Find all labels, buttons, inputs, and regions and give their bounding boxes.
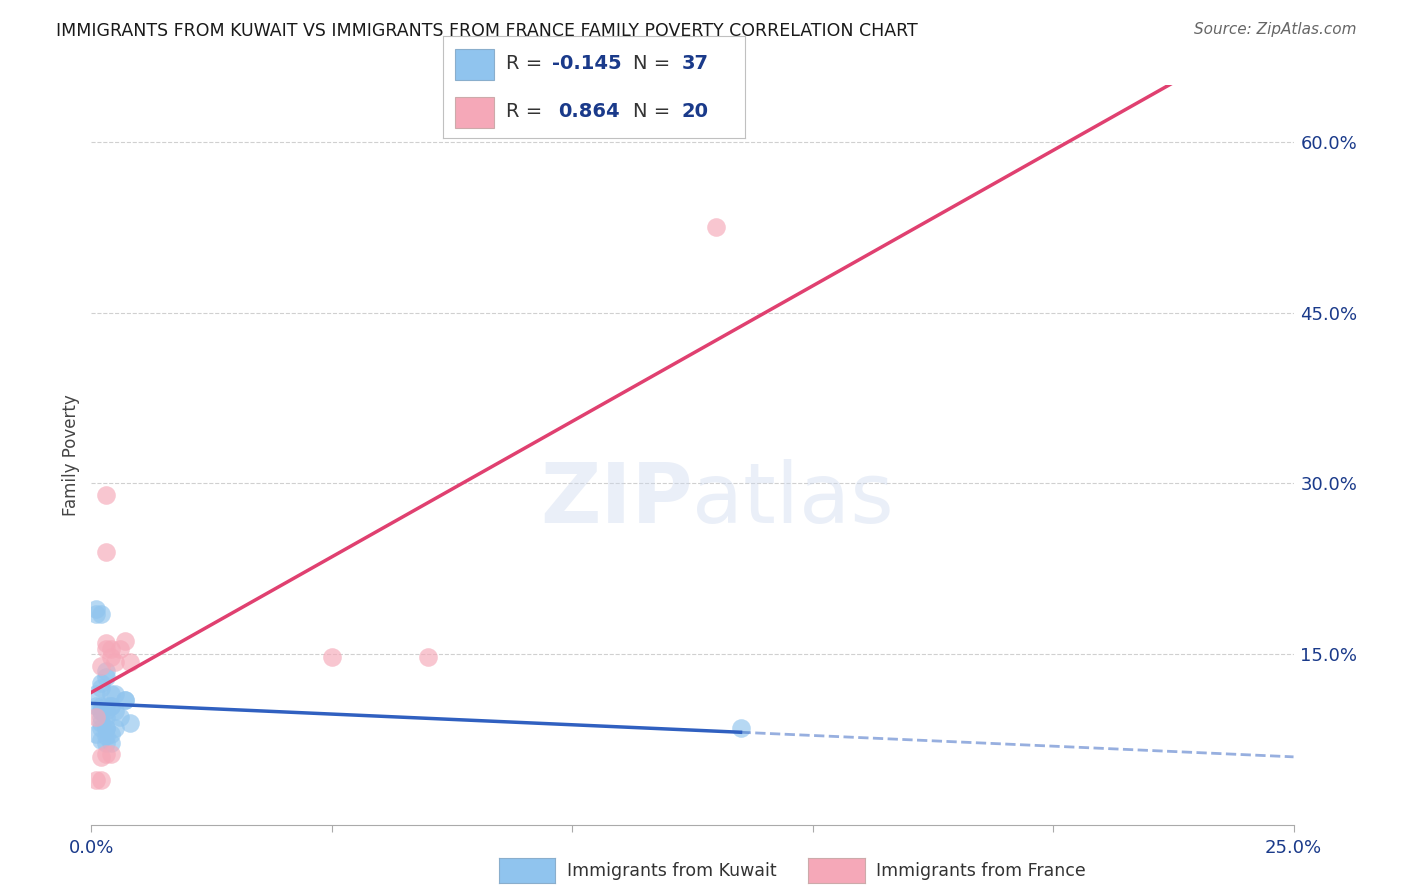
Point	[84, 772, 107, 787]
Point	[94, 545, 117, 559]
Point	[90, 681, 112, 696]
Point	[94, 641, 117, 656]
Point	[321, 649, 343, 664]
Point	[100, 698, 122, 713]
Point	[90, 721, 112, 735]
Point	[110, 641, 132, 656]
Point	[118, 655, 141, 669]
Text: Immigrants from Kuwait: Immigrants from Kuwait	[567, 862, 776, 880]
Text: IMMIGRANTS FROM KUWAIT VS IMMIGRANTS FROM FRANCE FAMILY POVERTY CORRELATION CHAR: IMMIGRANTS FROM KUWAIT VS IMMIGRANTS FRO…	[56, 22, 918, 40]
Text: 20: 20	[682, 102, 709, 121]
Point	[90, 704, 112, 718]
Point	[94, 747, 117, 762]
Text: N =: N =	[633, 54, 676, 73]
Point	[94, 665, 117, 679]
Point	[84, 698, 107, 713]
Text: N =: N =	[633, 102, 676, 121]
Point	[90, 772, 112, 787]
Point	[100, 641, 122, 656]
Point	[94, 736, 117, 750]
Point	[94, 729, 117, 743]
Point	[94, 710, 117, 724]
Point	[90, 658, 112, 673]
Point	[90, 704, 112, 718]
Point	[104, 704, 127, 718]
Point	[100, 649, 122, 664]
Point	[90, 710, 112, 724]
Point	[90, 749, 112, 764]
Text: 0.864: 0.864	[558, 102, 620, 121]
Text: Source: ZipAtlas.com: Source: ZipAtlas.com	[1194, 22, 1357, 37]
Point	[100, 747, 122, 762]
Point	[94, 670, 117, 684]
Point	[114, 693, 136, 707]
Point	[416, 649, 439, 664]
Point	[118, 715, 141, 730]
Point	[104, 655, 127, 669]
Point	[730, 721, 752, 735]
Point	[94, 721, 117, 735]
Point	[100, 736, 122, 750]
Point	[84, 727, 107, 741]
Point	[104, 721, 127, 735]
Point	[100, 698, 122, 713]
Point	[100, 687, 122, 701]
Point	[90, 732, 112, 747]
Text: R =: R =	[506, 54, 548, 73]
Point	[84, 687, 107, 701]
Point	[100, 727, 122, 741]
Point	[90, 715, 112, 730]
Y-axis label: Family Poverty: Family Poverty	[62, 394, 80, 516]
Point	[94, 721, 117, 735]
Text: atlas: atlas	[692, 458, 894, 540]
Text: ZIP: ZIP	[540, 458, 692, 540]
FancyBboxPatch shape	[456, 49, 495, 79]
FancyBboxPatch shape	[456, 97, 495, 128]
Point	[94, 488, 117, 502]
Text: 37: 37	[682, 54, 709, 73]
Point	[84, 710, 107, 724]
Text: -0.145: -0.145	[551, 54, 621, 73]
Point	[90, 607, 112, 622]
Point	[84, 601, 107, 615]
Point	[94, 698, 117, 713]
Point	[94, 704, 117, 718]
Text: R =: R =	[506, 102, 555, 121]
Point	[114, 633, 136, 648]
Point	[110, 710, 132, 724]
Point	[706, 220, 728, 235]
Point	[104, 687, 127, 701]
Point	[114, 693, 136, 707]
Text: Immigrants from France: Immigrants from France	[876, 862, 1085, 880]
Point	[84, 607, 107, 622]
Point	[90, 675, 112, 690]
Point	[94, 636, 117, 650]
Point	[90, 698, 112, 713]
